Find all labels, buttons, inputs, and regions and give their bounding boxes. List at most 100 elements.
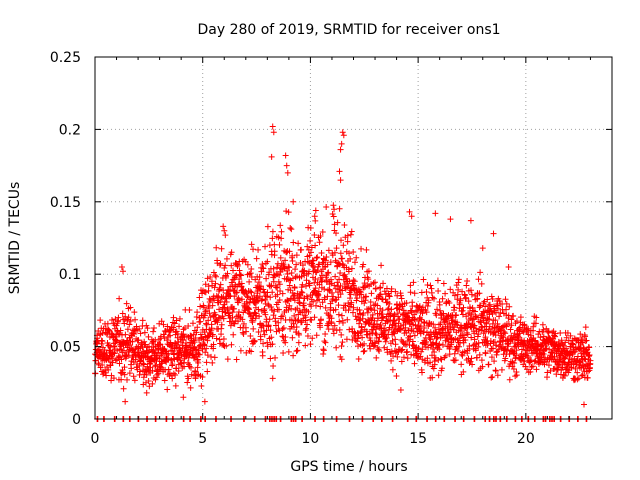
data-point (339, 319, 346, 326)
data-point (165, 366, 172, 373)
data-point (108, 317, 115, 324)
data-point (278, 235, 285, 242)
data-point (269, 375, 276, 382)
data-point (334, 219, 341, 226)
data-point (313, 332, 320, 339)
data-point (304, 321, 311, 328)
data-point (375, 315, 382, 322)
data-point (175, 367, 182, 374)
data-point (330, 213, 337, 220)
data-point (291, 297, 298, 304)
data-point (295, 339, 302, 346)
data-point (567, 332, 574, 339)
data-point (417, 330, 424, 337)
data-point (236, 276, 243, 283)
data-point (285, 209, 292, 216)
data-point (528, 357, 535, 364)
data-point (270, 278, 277, 285)
data-point (502, 355, 509, 362)
data-point (396, 306, 403, 313)
data-point (217, 260, 224, 267)
data-point (140, 360, 147, 367)
y-tick-label: 0.25 (50, 50, 81, 66)
data-point (457, 297, 464, 304)
data-point (286, 282, 293, 289)
data-point (170, 314, 177, 321)
data-point (351, 259, 358, 266)
data-point (382, 291, 389, 298)
data-point (185, 354, 192, 361)
data-point (191, 339, 198, 346)
data-point (257, 283, 264, 290)
data-point (264, 258, 271, 265)
data-point (117, 327, 124, 334)
data-point (423, 338, 430, 345)
y-tick-labels: 0 0.05 0.1 0.15 0.2 0.25 (50, 50, 81, 428)
data-point (337, 177, 344, 184)
data-point (294, 317, 301, 324)
data-point (209, 359, 216, 366)
data-point (508, 332, 515, 339)
data-point (103, 364, 110, 371)
data-point (277, 287, 284, 294)
data-point (224, 270, 231, 277)
data-point (293, 252, 300, 259)
data-point (492, 332, 499, 339)
data-point (327, 259, 334, 266)
data-point (317, 324, 324, 331)
data-point (438, 356, 445, 363)
data-point (306, 252, 313, 259)
data-point (519, 327, 526, 334)
data-point (92, 357, 99, 364)
data-point (204, 368, 211, 375)
data-point (110, 333, 117, 340)
data-point (312, 275, 319, 282)
data-point (331, 221, 338, 228)
data-point (260, 327, 267, 334)
data-point (337, 250, 344, 257)
data-point (99, 338, 106, 345)
data-point (145, 333, 152, 340)
data-point (476, 351, 483, 358)
data-point (346, 278, 353, 285)
data-point (316, 281, 323, 288)
data-point (198, 383, 205, 390)
data-point (417, 323, 424, 330)
data-point (324, 270, 331, 277)
data-point (318, 249, 325, 256)
data-point (353, 285, 360, 292)
data-point (434, 306, 441, 313)
data-point (475, 343, 482, 350)
data-point (317, 232, 324, 239)
data-point (485, 361, 492, 368)
data-point (405, 310, 412, 317)
data-point (335, 294, 342, 301)
data-point (371, 279, 378, 286)
data-point (276, 241, 283, 248)
data-point (489, 374, 496, 381)
data-point (479, 363, 486, 370)
data-point (480, 308, 487, 315)
data-point (361, 347, 368, 354)
data-point (193, 329, 200, 336)
data-point (110, 349, 117, 356)
data-point (468, 311, 475, 318)
data-point (388, 285, 395, 292)
data-point (185, 322, 192, 329)
data-point (390, 312, 397, 319)
data-point (282, 152, 289, 159)
data-point (379, 307, 386, 314)
data-point (180, 326, 187, 333)
data-point (213, 273, 220, 280)
data-point (151, 325, 158, 332)
data-point (370, 280, 377, 287)
data-point (483, 320, 490, 327)
data-point (121, 364, 128, 371)
data-point (293, 261, 300, 268)
data-point (455, 279, 462, 286)
data-point (305, 308, 312, 315)
data-point (582, 338, 589, 345)
data-point (321, 296, 328, 303)
data-point (312, 285, 319, 292)
data-point (125, 352, 132, 359)
